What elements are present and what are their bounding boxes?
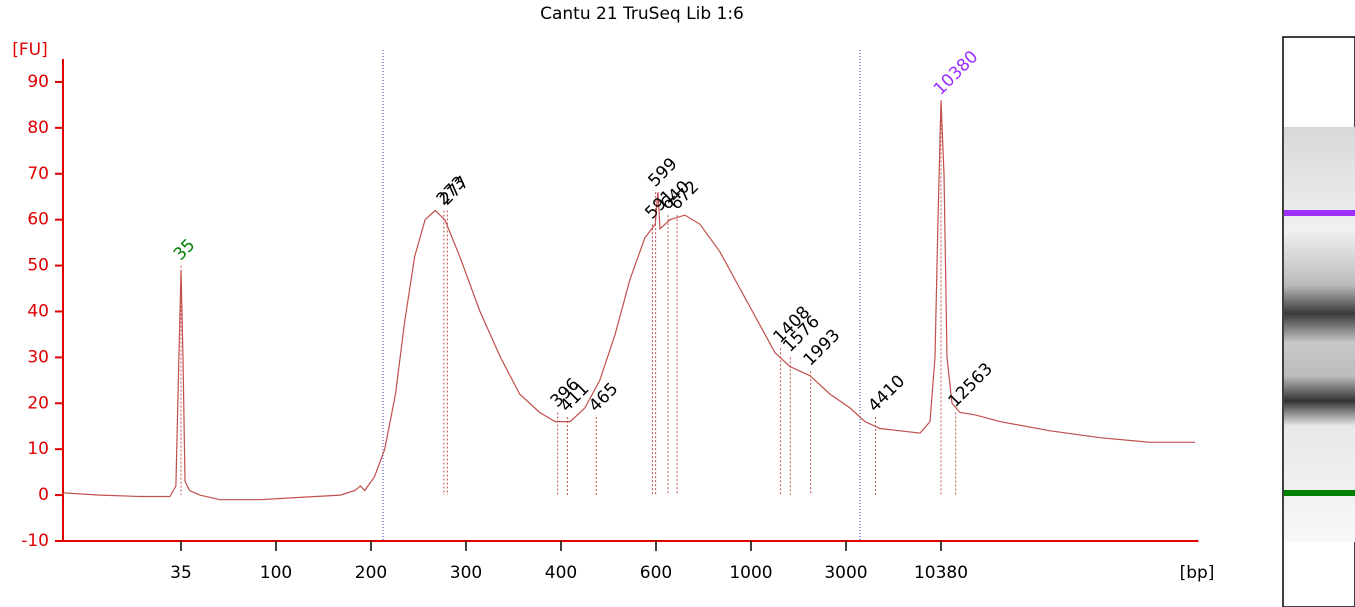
y-tick-label: 40 [27,301,49,321]
x-tick-label: 200 [355,563,387,583]
y-tick-label: 20 [27,393,49,413]
y-tick-label: 0 [38,485,49,505]
lower-marker-band [1284,490,1355,496]
y-tick-label: -10 [21,531,49,551]
x-tick-label: 100 [260,563,292,583]
y-tick-label: 60 [27,210,49,230]
x-tick-label: 1000 [729,563,772,583]
peak-label: 465 [585,379,622,416]
peak-label: 4410 [864,371,909,416]
y-tick-label: 30 [27,347,49,367]
trace [62,100,1195,501]
x-axis-label: [bp] [1180,563,1215,583]
y-tick-label: 80 [27,118,49,138]
x-tick-label: 600 [640,563,672,583]
x-tick-label: 300 [450,563,482,583]
peak-label: 35 [170,235,199,264]
peak-label: 10380 [930,47,982,99]
x-tick-label: 10380 [914,563,968,583]
x-tick-label: 400 [545,563,577,583]
y-tick-label: 90 [27,72,49,92]
y-tick-label: 50 [27,256,49,276]
gel-bands [1284,127,1355,542]
y-tick-label: 10 [27,439,49,459]
gel-lane [1282,36,1355,607]
x-tick-label: 35 [170,563,192,583]
upper-marker-band [1284,210,1355,216]
chart-title: Cantu 21 TruSeq Lib 1:6 [540,4,744,24]
x-tick-label: 3000 [824,563,867,583]
y-axis-label: [FU] [12,40,48,60]
y-tick-label: 70 [27,164,49,184]
peak-label: 12563 [945,359,997,411]
